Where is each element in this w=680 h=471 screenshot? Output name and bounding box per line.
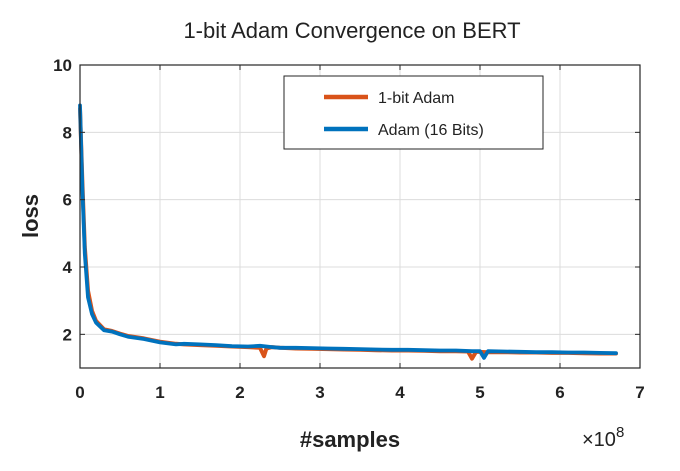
legend-label-adam-16-bits: Adam (16 Bits) xyxy=(378,122,484,139)
x-tick-label: 0 xyxy=(75,383,84,402)
legend: 1-bit Adam Adam (16 Bits) xyxy=(283,75,544,150)
x-axis-multiplier-base: ×10 xyxy=(582,429,616,451)
x-axis-multiplier-exponent: 8 xyxy=(616,424,624,441)
series-line-adam-16-bits xyxy=(78,103,618,360)
legend-box xyxy=(283,75,544,150)
legend-label-1-bit-adam: 1-bit Adam xyxy=(378,90,454,107)
chart-title: 1-bit Adam Convergence on BERT xyxy=(183,18,520,43)
x-tick-label: 5 xyxy=(475,383,484,402)
x-tick-label: 3 xyxy=(315,383,324,402)
ticks: 0 1 2 3 4 5 6 7 2 4 6 8 10 xyxy=(53,56,645,402)
x-tick-label: 1 xyxy=(155,383,164,402)
x-tick-label: 2 xyxy=(235,383,244,402)
y-tick-label: 10 xyxy=(53,56,72,75)
plot-frame xyxy=(79,64,641,369)
y-tick-label: 8 xyxy=(63,123,72,142)
x-axis-multiplier: ×108 xyxy=(582,424,624,451)
x-tick-label: 7 xyxy=(635,383,644,402)
y-tick-label: 6 xyxy=(63,191,72,210)
series-layer xyxy=(78,103,618,361)
x-axis-label: #samples xyxy=(300,427,400,452)
x-tick-label: 4 xyxy=(395,383,405,402)
y-tick-label: 2 xyxy=(63,325,72,344)
x-tick-label: 6 xyxy=(555,383,564,402)
y-axis-label: loss xyxy=(18,194,43,238)
y-tick-label: 4 xyxy=(63,258,73,277)
